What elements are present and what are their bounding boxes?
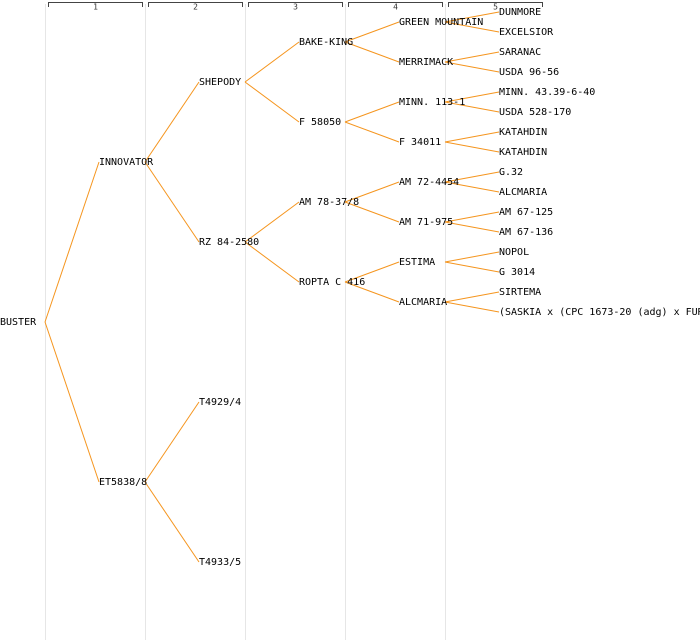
node-label: USDA 528-170 — [499, 107, 571, 118]
edge — [344, 281, 400, 303]
node-label: T4933/5 — [199, 557, 241, 568]
node-label: BUSTER — [0, 317, 37, 328]
edge — [444, 91, 500, 103]
node-label: G.32 — [499, 167, 523, 178]
column-bracket — [348, 2, 443, 7]
node-label: ROPTA C 416 — [299, 277, 365, 288]
edge — [244, 41, 300, 83]
node-label: DUNMORE — [499, 7, 541, 18]
column-bracket — [248, 2, 343, 7]
node-label: BAKE-KING — [299, 37, 353, 48]
node-label: AM 72-4454 — [399, 177, 459, 188]
column-bracket — [48, 2, 143, 7]
edge — [444, 11, 500, 23]
node-label: RZ 84-2580 — [199, 237, 259, 248]
edge — [444, 301, 500, 313]
node-label: F 58050 — [299, 117, 341, 128]
edge — [144, 161, 200, 243]
node-label: AM 67-125 — [499, 207, 553, 218]
node-label: SIRTEMA — [499, 287, 541, 298]
column-bracket — [448, 2, 543, 7]
edge — [444, 251, 500, 263]
node-label: ALCMARIA — [499, 187, 547, 198]
labels: BUSTER INNOVATOR SHEPODY BAKE-KING GREEN MOU… — [0, 7, 700, 568]
node-label: KATAHDIN — [499, 147, 547, 158]
node-label: ESTIMA — [399, 257, 435, 268]
node-label: SHEPODY — [199, 77, 241, 88]
edge — [344, 101, 400, 123]
column-bracket — [148, 2, 243, 7]
node-label: MINN. 113-1 — [399, 97, 465, 108]
node-label: AM 78-37/8 — [299, 197, 359, 208]
column-lines — [45, 4, 446, 640]
edge — [44, 161, 100, 323]
edge — [344, 201, 400, 223]
edge — [444, 261, 500, 273]
edge — [44, 321, 100, 483]
edge — [144, 81, 200, 163]
column-header: 2 — [193, 3, 198, 12]
edge — [444, 291, 500, 303]
edge — [344, 121, 400, 143]
edges — [44, 11, 500, 563]
edge — [144, 401, 200, 483]
node-label: EXCELSIOR — [499, 27, 554, 38]
node-label: MERRIMACK — [399, 57, 453, 68]
edge — [344, 21, 400, 43]
edge — [444, 61, 500, 73]
node-label: ET5838/8 — [99, 477, 147, 488]
node-label: AM 67-136 — [499, 227, 553, 238]
edge — [444, 21, 500, 33]
node-label: (SASKIA x (CPC 1673-20 (adg) x FUR — [499, 307, 700, 318]
node-label: INNOVATOR — [99, 157, 154, 168]
edge — [244, 201, 300, 243]
node-label: MINN. 43.39-6-40 — [499, 87, 595, 98]
edge — [344, 41, 400, 63]
edge — [244, 81, 300, 123]
node-label: AM 71-975 — [399, 217, 453, 228]
edge — [444, 171, 500, 183]
column-header: 1 — [93, 3, 98, 12]
node-label: KATAHDIN — [499, 127, 547, 138]
node-label: USDA 96-56 — [499, 67, 559, 78]
node-label: GREEN MOUNTAIN — [399, 17, 483, 28]
edge — [444, 131, 500, 143]
node-label: G 3014 — [499, 267, 535, 278]
edge — [344, 181, 400, 203]
edge — [144, 481, 200, 563]
node-label: F 34011 — [399, 137, 441, 148]
edge — [444, 101, 500, 113]
column-header: 4 — [393, 3, 398, 12]
edge — [444, 51, 500, 63]
node-label: ALCMARIA — [399, 297, 447, 308]
column-header: 3 — [293, 3, 298, 12]
edge — [444, 141, 500, 153]
edge — [444, 211, 500, 223]
node-label: T4929/4 — [199, 397, 241, 408]
edge — [444, 221, 500, 233]
node-label: NOPOL — [499, 247, 529, 258]
node-label: SARANAC — [499, 47, 541, 58]
column-header: 5 — [493, 3, 498, 12]
edge — [244, 241, 300, 283]
edge — [444, 181, 500, 193]
edge — [344, 261, 400, 283]
